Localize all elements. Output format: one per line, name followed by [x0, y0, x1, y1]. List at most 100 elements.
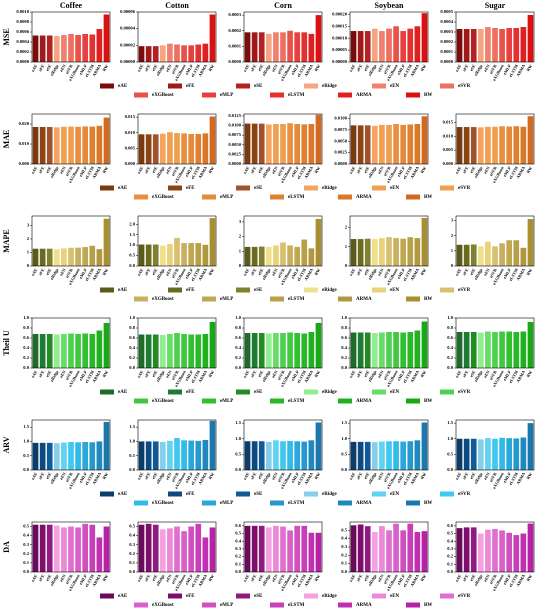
x-tick-label: eMLP [184, 267, 194, 280]
y-tick-label: 0.0004 [16, 39, 29, 44]
bar [400, 31, 407, 62]
x-tick-label: eEN [270, 369, 278, 378]
legend-label: eFE [186, 288, 195, 293]
x-tick-label: RW [419, 63, 427, 72]
y-tick-label: 0.5 [23, 453, 29, 458]
bar [308, 33, 315, 62]
bar [386, 28, 392, 63]
x-tick-label: eSVR [382, 369, 392, 381]
bar [357, 524, 364, 572]
legend-swatch [270, 194, 284, 200]
bar [492, 528, 498, 572]
x-tick-label: eAE [454, 573, 462, 582]
y-tick-label: 0.4 [129, 345, 135, 350]
x-tick-label: eEN [376, 471, 384, 480]
y-tick-label: 0.0 [129, 467, 135, 472]
x-tick-label: eLSTM [402, 471, 413, 485]
legend-swatch [236, 491, 250, 497]
x-tick-label: eAE [30, 471, 38, 480]
legend-label: eXGBoost [152, 501, 174, 506]
x-tick-label: eSVR [64, 63, 74, 75]
legend-label: RW [424, 93, 432, 98]
x-tick-label: eLSTM [508, 267, 519, 281]
x-tick-label: eEN [270, 165, 278, 174]
bar [32, 334, 39, 368]
x-tick-label: eMLP [502, 369, 512, 382]
x-tick-label: eEN [164, 165, 172, 174]
x-tick-label: eEN [482, 573, 490, 582]
x-tick-label: eFE [37, 267, 45, 276]
bar [485, 126, 491, 164]
x-tick-label: eSVR [488, 573, 498, 585]
x-tick-label: eAE [348, 573, 356, 582]
x-tick-label: eAE [348, 369, 356, 378]
legend-label: eMLP [220, 501, 233, 506]
bar [145, 523, 152, 572]
legend-swatch [372, 389, 386, 395]
bar [287, 530, 293, 572]
bar [393, 238, 399, 266]
y-tick-label: 0.6 [341, 335, 347, 340]
bar [68, 126, 74, 164]
plot-frame [137, 419, 217, 471]
bar [527, 322, 534, 368]
legend-label: eSE [254, 594, 263, 599]
legend-swatch [270, 398, 284, 404]
bar [280, 124, 286, 164]
bar [456, 528, 463, 572]
y-tick-label: 0.2 [447, 355, 453, 360]
bar [357, 31, 364, 62]
bar [68, 526, 74, 572]
x-tick-label: eRidge [155, 369, 166, 382]
x-tick-label: eRidge [155, 471, 166, 484]
x-tick-label: eLSTM [296, 573, 307, 587]
x-tick-label: eLSTM [508, 573, 519, 587]
bar [61, 248, 67, 266]
y-tick-label: 0.2 [23, 355, 29, 360]
legend-label: ARMA [356, 93, 372, 98]
bar [167, 440, 173, 470]
x-tick-label: eRidge [473, 267, 484, 280]
y-tick-label: 0.1 [235, 561, 241, 566]
legend-swatch [338, 296, 352, 302]
x-tick-label: eMLP [502, 267, 512, 280]
x-tick-label: eAE [348, 471, 356, 480]
x-tick-label: eEN [270, 471, 278, 480]
x-tick-label: eAE [348, 267, 356, 276]
bar [470, 29, 477, 62]
bar [301, 333, 308, 368]
bar [273, 525, 279, 572]
x-tick-label: eFE [143, 573, 151, 582]
bar [68, 442, 74, 470]
plot-frame [137, 317, 217, 369]
x-tick-label: eRidge [155, 165, 166, 178]
x-tick-label: eSE [151, 165, 159, 174]
bar [152, 46, 159, 62]
x-tick-label: eLSTM [84, 369, 95, 383]
bar [188, 526, 195, 572]
x-tick-label: eMLP [502, 573, 512, 586]
y-tick-label: 0.5 [235, 451, 241, 456]
bar [258, 123, 265, 164]
legend-swatch [406, 194, 420, 200]
bar [75, 247, 81, 266]
bar [315, 532, 322, 572]
bar [75, 527, 81, 572]
y-tick-label: 0.5 [23, 524, 29, 529]
x-tick-label: RW [207, 165, 215, 174]
y-tick-label: 0.00000 [120, 59, 136, 64]
bar [470, 332, 477, 368]
bar [53, 36, 60, 62]
y-tick-label: 0.2 [341, 552, 347, 557]
bar [244, 525, 251, 572]
bar [61, 334, 67, 368]
x-tick-label: eRidge [49, 573, 60, 586]
legend-swatch [168, 185, 182, 191]
bar [499, 530, 505, 572]
y-tick-label: 1.5 [129, 232, 135, 237]
y-tick-label: 0.0001 [228, 43, 241, 48]
plot-frame [455, 317, 535, 369]
bar [492, 332, 498, 368]
x-tick-label: eSE [363, 471, 371, 480]
legend-swatch [236, 287, 250, 293]
